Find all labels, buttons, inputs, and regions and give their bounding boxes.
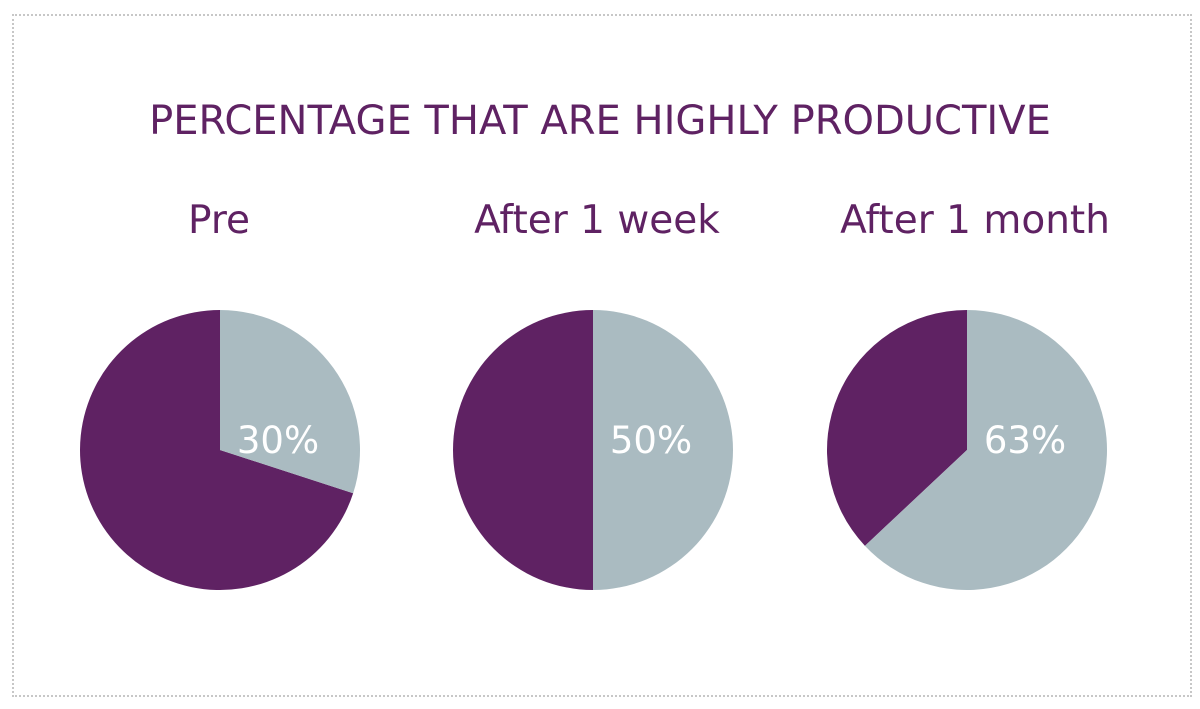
pie-label-pre: Pre xyxy=(187,198,250,243)
pie-value-label-after-1-week: 50% xyxy=(610,419,692,462)
pie-slice-remainder-after-1-month xyxy=(827,310,967,546)
chart-title: PERCENTAGE THAT ARE HIGHLY PRODUCTIVE xyxy=(149,98,1051,144)
pie-label-after-1-month: After 1 month xyxy=(840,198,1110,243)
pie-after-1-month: 63% xyxy=(827,310,1107,590)
pie-after-1-week: 50% xyxy=(453,310,733,590)
pie-slice-highlight-pre xyxy=(220,310,360,494)
pie-slice-remainder-after-1-week xyxy=(453,310,593,590)
pie-slice-highlight-after-1-month xyxy=(864,310,1107,590)
pie-slice-highlight-after-1-week xyxy=(593,310,733,590)
pie-value-label-after-1-month: 63% xyxy=(984,419,1066,462)
pie-slice-remainder-pre xyxy=(80,310,354,590)
pie-pre: 30% xyxy=(80,310,360,590)
dotted-border-frame xyxy=(12,14,1192,697)
pie-label-after-1-week: After 1 week xyxy=(474,198,720,243)
pie-value-label-pre: 30% xyxy=(237,419,319,462)
